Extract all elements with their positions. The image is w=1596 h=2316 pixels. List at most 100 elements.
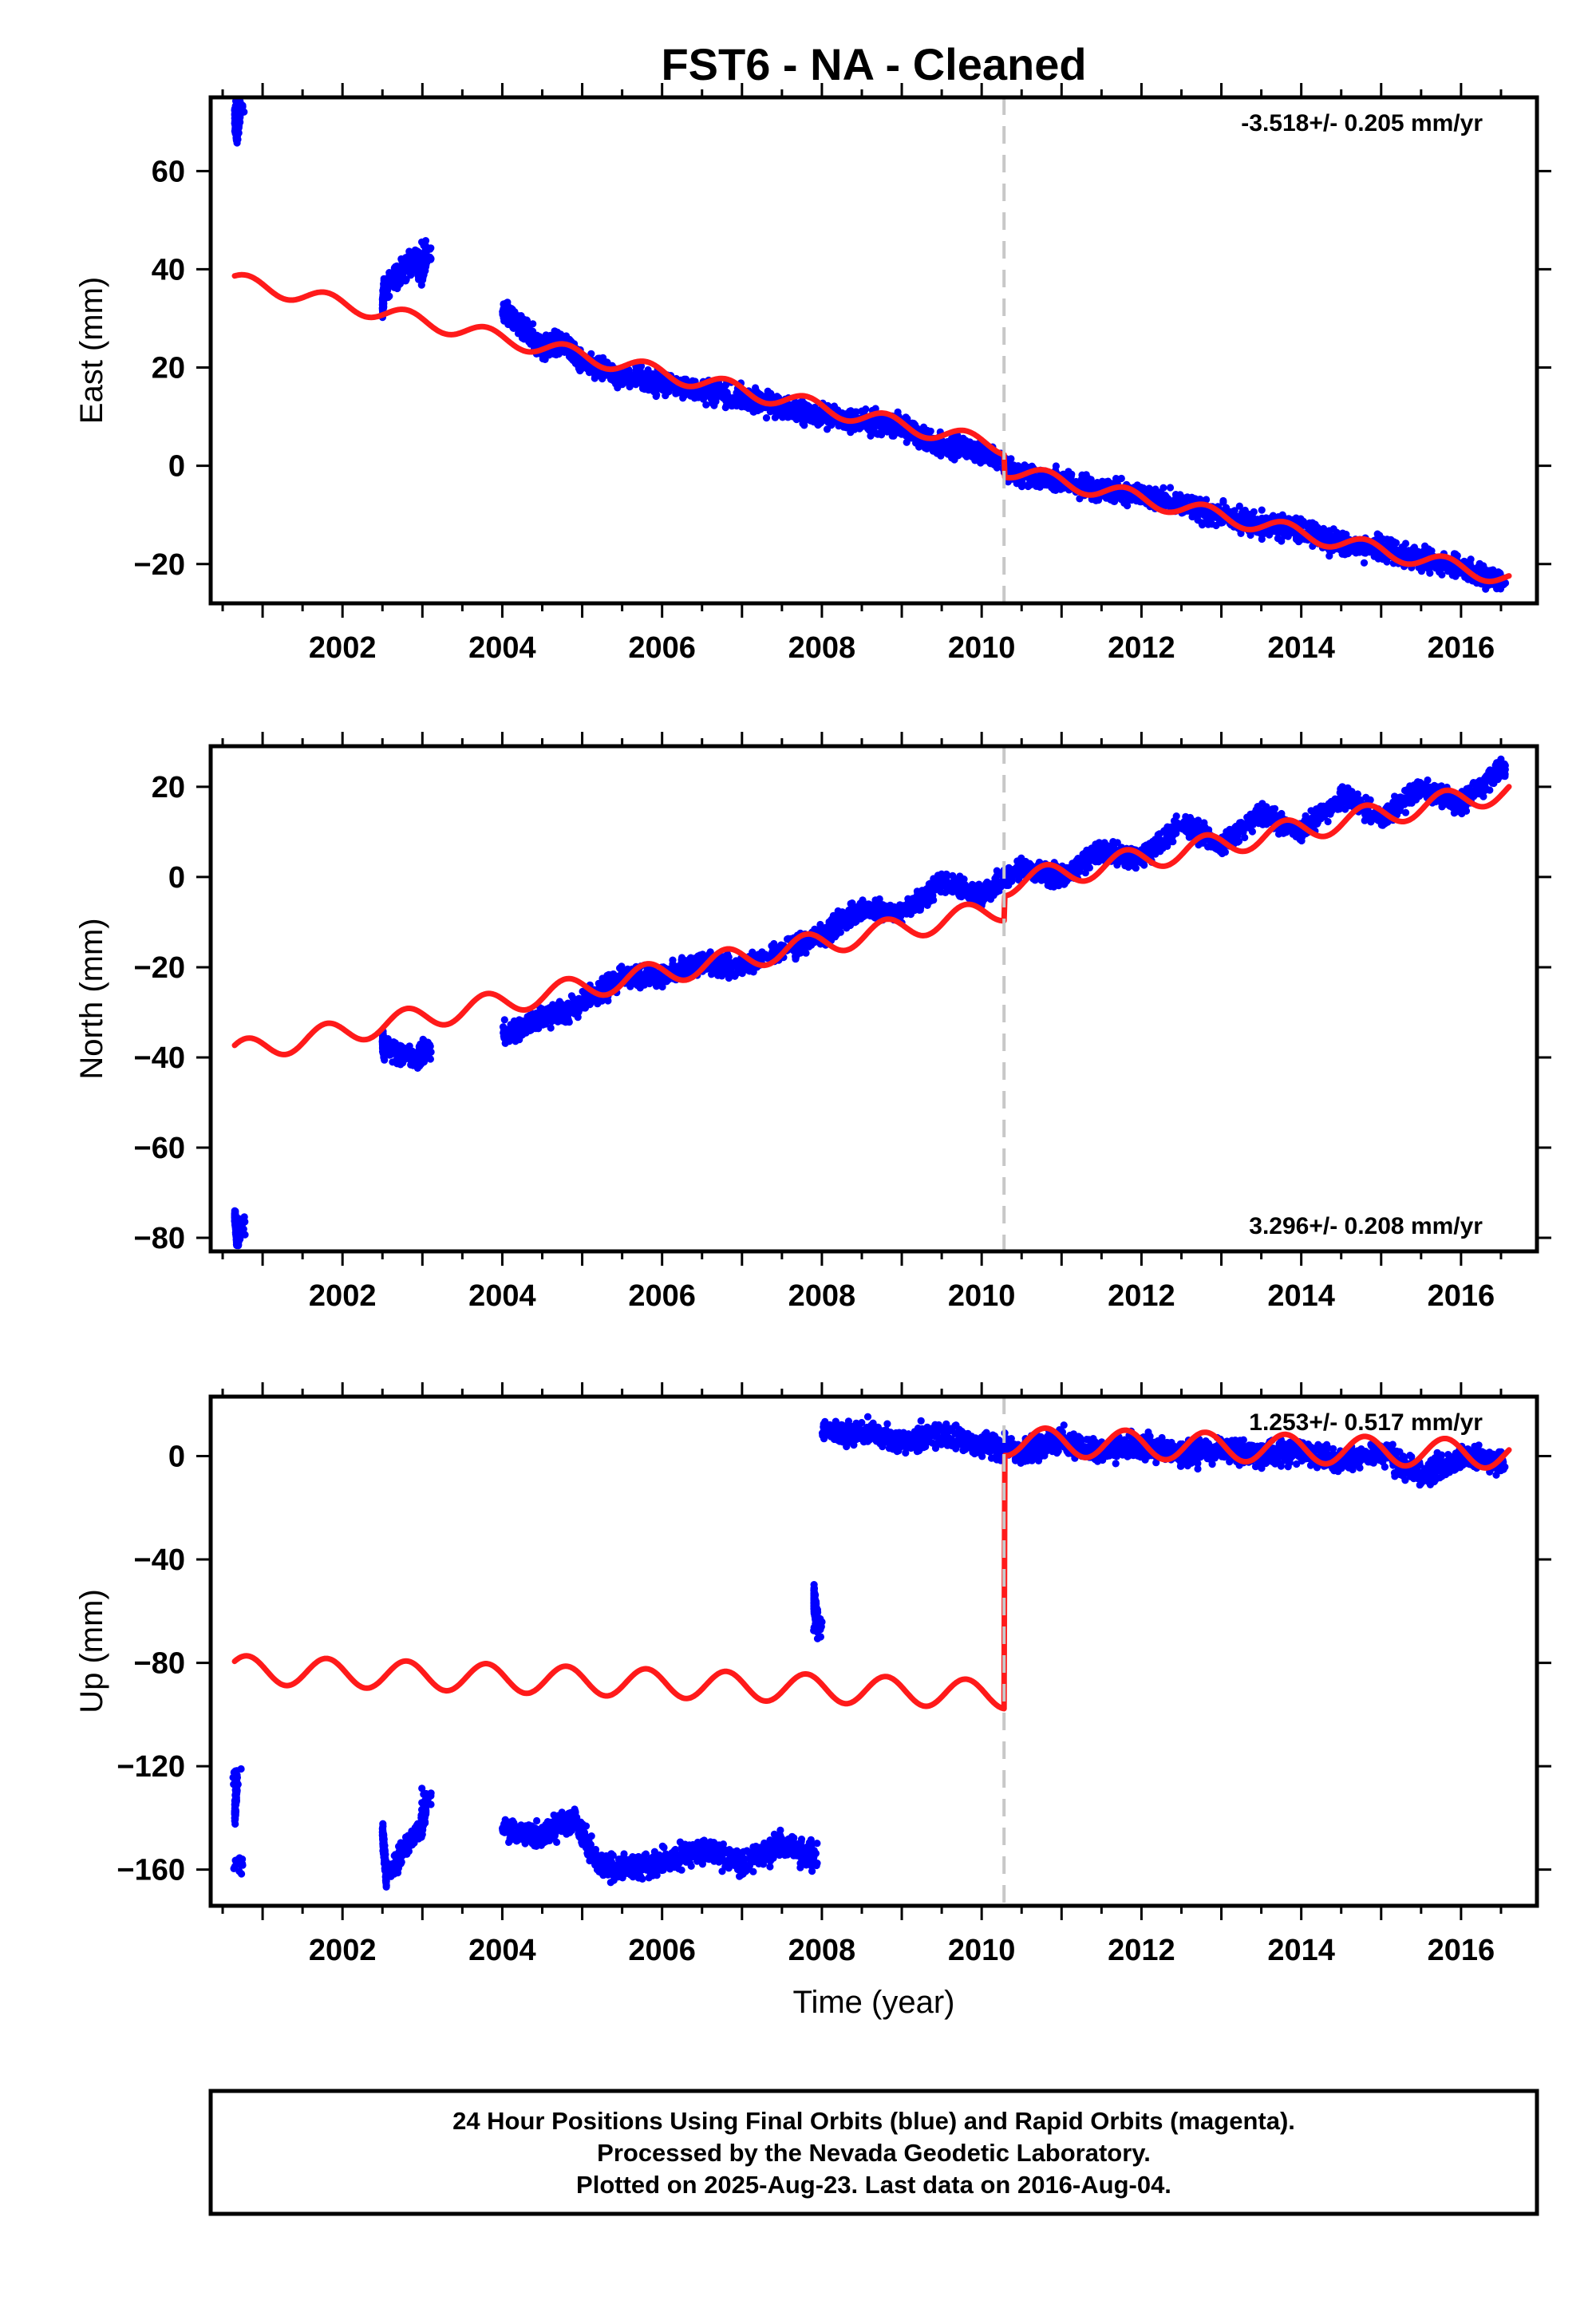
data-point [764, 387, 772, 395]
data-point [387, 1042, 395, 1050]
data-point [1171, 491, 1180, 499]
data-point [1165, 500, 1173, 508]
data-point [389, 271, 397, 279]
data-point [1166, 484, 1175, 492]
data-point [875, 429, 883, 438]
data-point [669, 956, 677, 964]
x-tick-label: 2010 [948, 631, 1016, 665]
data-point [1258, 506, 1266, 514]
data-point [830, 402, 839, 410]
data-point [381, 285, 389, 293]
data-point [702, 401, 710, 409]
data-point [381, 1047, 389, 1055]
data-point [508, 1032, 516, 1040]
data-point [922, 445, 931, 453]
x-tick-label: 2002 [309, 631, 377, 665]
y-tick-label: 20 [152, 352, 185, 385]
data-point [510, 309, 518, 317]
data-point [915, 443, 923, 451]
data-point [705, 389, 713, 397]
panel-frame [208, 95, 1539, 606]
data-point [1355, 548, 1364, 556]
data-point [713, 393, 721, 401]
data-point [393, 262, 401, 270]
data-point [971, 441, 979, 449]
data-point [871, 418, 879, 426]
data-point [1329, 536, 1337, 543]
data-point [1475, 566, 1483, 575]
data-point [585, 369, 594, 377]
data-point [426, 1055, 435, 1063]
data-point [662, 392, 670, 400]
data-point [1117, 474, 1125, 483]
data-point [580, 359, 589, 367]
data-point [551, 1014, 559, 1022]
data-point [926, 427, 934, 435]
data-point [402, 1046, 410, 1054]
y-tick-label: 40 [152, 253, 185, 287]
data-point [1360, 559, 1369, 567]
data-point [652, 375, 660, 384]
y-tick-label: 60 [152, 155, 185, 188]
data-point [422, 252, 431, 261]
x-tick-label: 2006 [628, 631, 696, 665]
data-point [637, 362, 646, 370]
data-point [1452, 567, 1460, 575]
data-point [796, 400, 804, 408]
data-point [235, 1236, 243, 1244]
y-tick-label: 0 [168, 450, 185, 484]
data-point [919, 423, 928, 431]
data-point [650, 386, 658, 394]
data-point [644, 366, 652, 374]
data-point [851, 408, 859, 416]
data-point [1048, 484, 1056, 492]
data-point [1079, 480, 1088, 488]
data-point [1112, 495, 1120, 503]
data-point [810, 409, 818, 417]
data-point [1260, 529, 1269, 538]
data-point [902, 413, 910, 421]
data-point [803, 402, 811, 410]
rate-label: -3.518+/- 0.205 mm/yr [1241, 110, 1483, 136]
data-point [574, 1014, 582, 1022]
data-point [411, 246, 420, 254]
data-point [521, 1021, 530, 1029]
data-point [233, 139, 241, 147]
data-point [883, 428, 891, 436]
data-point [426, 1042, 434, 1050]
data-point [397, 255, 405, 263]
data-point [642, 974, 650, 982]
y-axis-label: East (mm) [74, 277, 109, 424]
data-point [397, 1061, 405, 1069]
data-point [1278, 537, 1286, 545]
data-point [547, 1024, 555, 1032]
data-point [605, 970, 613, 978]
data-point [412, 254, 420, 262]
data-point [970, 448, 978, 456]
data-point [982, 450, 990, 458]
data-point [1037, 476, 1045, 485]
x-tick-label: 2008 [788, 631, 856, 665]
data-point [823, 425, 832, 433]
data-point [1104, 494, 1112, 503]
data-point [235, 1227, 243, 1235]
data-point [771, 413, 780, 421]
data-point [580, 998, 588, 1006]
data-point [1417, 567, 1425, 575]
data-point [689, 377, 697, 385]
data-point [1052, 462, 1060, 470]
data-point [427, 244, 435, 252]
data-point [620, 378, 628, 386]
data-point [847, 422, 855, 431]
data-point [711, 384, 719, 392]
data-point [1205, 510, 1213, 518]
data-point [1021, 461, 1029, 469]
data-point [1091, 480, 1099, 488]
data-point [529, 320, 537, 328]
data-point [1198, 519, 1206, 527]
chart-title: FST6 - NA - Cleaned [661, 39, 1086, 89]
data-point [1437, 565, 1445, 573]
data-point [500, 1016, 508, 1024]
data-point [779, 413, 787, 421]
